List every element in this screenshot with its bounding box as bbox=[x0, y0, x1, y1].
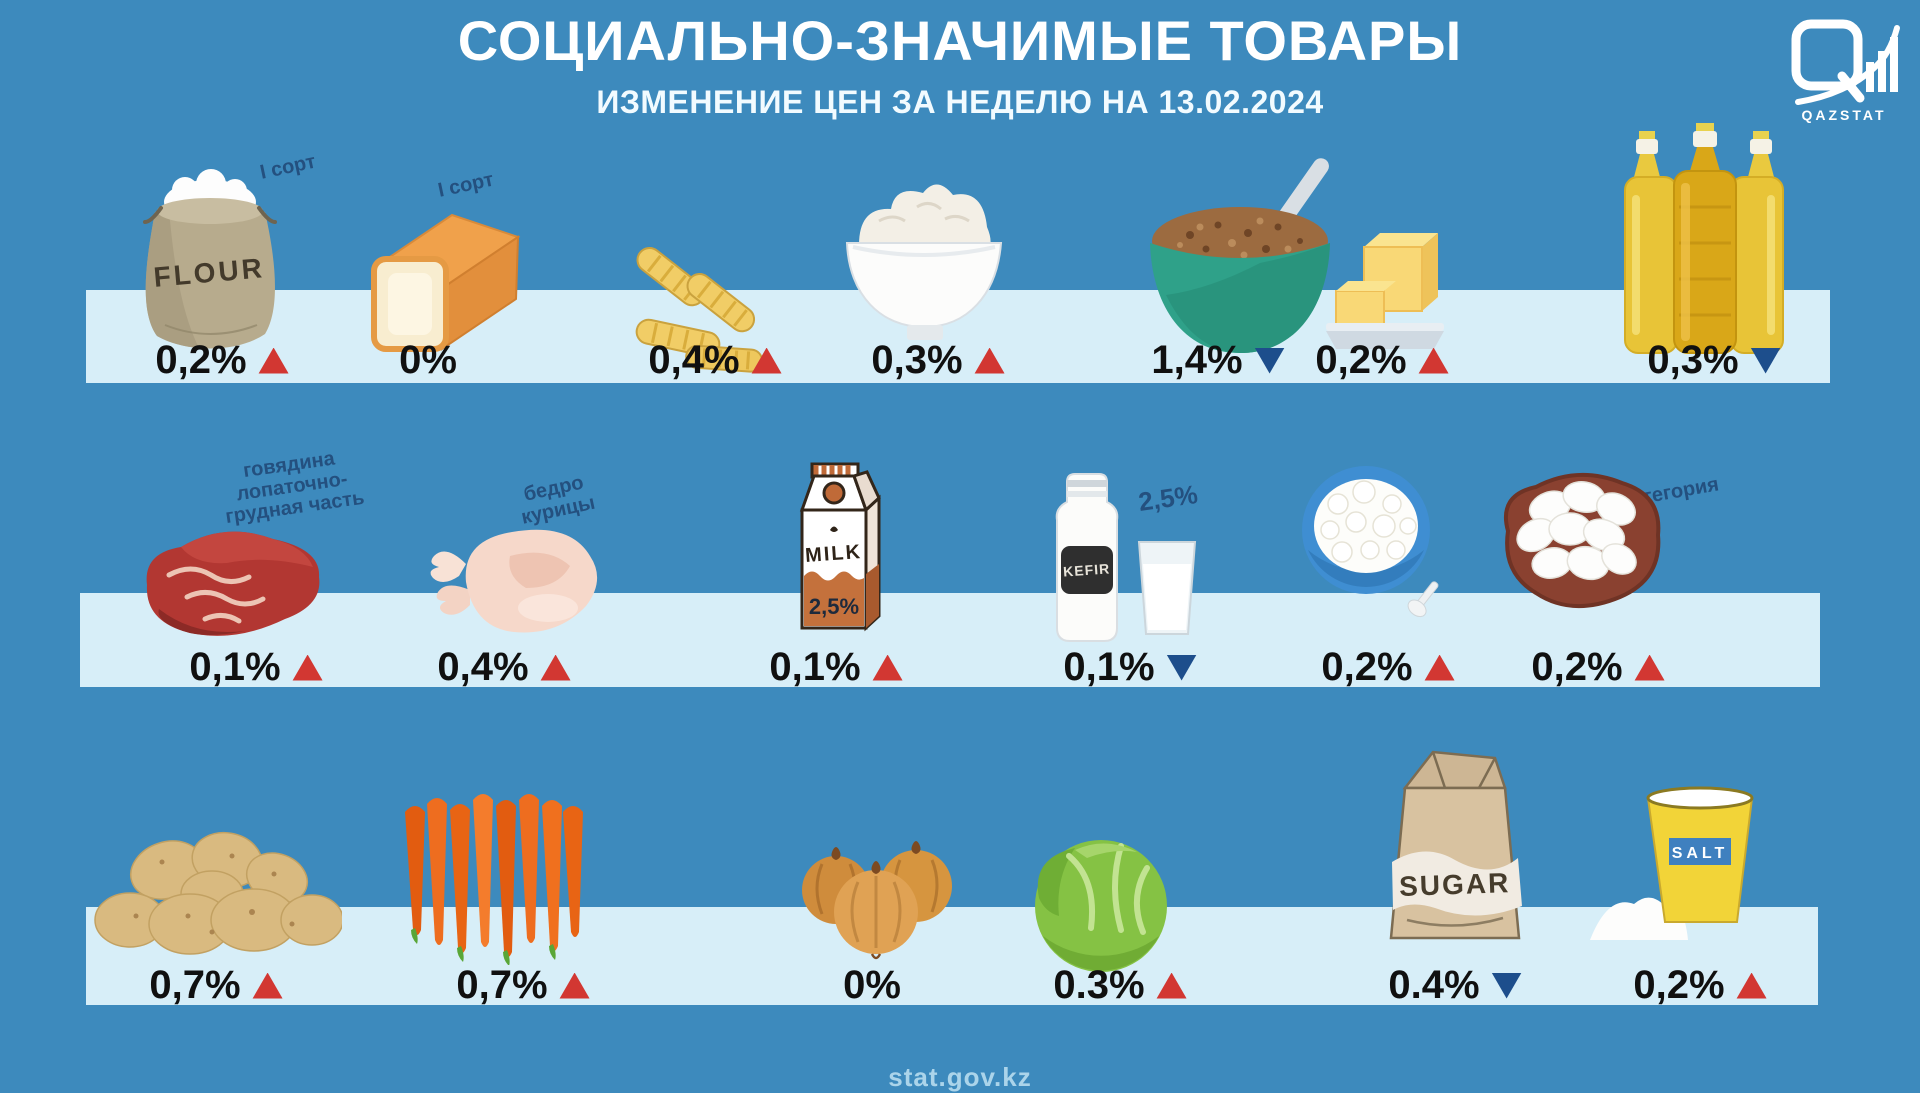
value-pasta: 0,4% bbox=[648, 338, 740, 382]
value-potatoes: 0,7% bbox=[149, 963, 241, 1007]
arrow-beef bbox=[292, 654, 323, 681]
value-milk: 0,1% bbox=[769, 645, 861, 689]
arrow-butter bbox=[1418, 347, 1449, 374]
price-change-cottage-cheese: 0,2% bbox=[1321, 645, 1455, 690]
arrow-salt bbox=[1736, 972, 1767, 999]
arrow-chicken bbox=[540, 654, 571, 681]
value-cabbage: 0.3% bbox=[1053, 963, 1145, 1007]
cottage-cheese-icon bbox=[1302, 466, 1439, 618]
svg-text:MILK: MILK bbox=[804, 541, 862, 567]
sunflower-oil-icon bbox=[1624, 123, 1784, 354]
qazstat-logo: QAZSTAT bbox=[1791, 19, 1900, 123]
butter-icon bbox=[1326, 233, 1444, 349]
value-eggs: 0,2% bbox=[1531, 645, 1623, 689]
price-change-bread: 0% bbox=[399, 338, 457, 383]
svg-text:2,5%: 2,5% bbox=[809, 594, 859, 619]
svg-text:SUGAR: SUGAR bbox=[1399, 867, 1511, 902]
shelf-row-3 bbox=[86, 907, 1818, 1005]
value-rice: 0,3% bbox=[871, 338, 963, 382]
page-title: СОЦИАЛЬНО-ЗНАЧИМЫЕ ТОВАРЫ bbox=[457, 9, 1463, 72]
value-carrots: 0,7% bbox=[456, 963, 548, 1007]
pasta-icon bbox=[635, 246, 764, 373]
price-change-eggs: 0,2% bbox=[1531, 645, 1665, 690]
potatoes-icon bbox=[94, 831, 342, 955]
arrow-cabbage bbox=[1156, 972, 1187, 999]
arrow-pasta bbox=[751, 347, 782, 374]
value-onions: 0% bbox=[843, 963, 901, 1007]
arrow-sugar bbox=[1491, 972, 1522, 999]
arrow-eggs bbox=[1634, 654, 1665, 681]
value-beef: 0,1% bbox=[189, 645, 281, 689]
arrow-cottage-cheese bbox=[1424, 654, 1455, 681]
arrow-kefir bbox=[1166, 654, 1197, 681]
price-change-oil: 0,3% bbox=[1647, 338, 1781, 383]
arrow-flour bbox=[258, 347, 289, 374]
footer-link[interactable]: stat.gov.kz bbox=[888, 1062, 1032, 1092]
price-change-butter: 0,2% bbox=[1315, 338, 1449, 383]
value-sugar: 0.4% bbox=[1388, 963, 1480, 1007]
buckwheat-bowl-icon bbox=[1150, 158, 1330, 353]
kefir-bottle-icon: KEFIR bbox=[1055, 473, 1197, 642]
beef-icon bbox=[146, 531, 320, 636]
value-salt: 0,2% bbox=[1633, 963, 1725, 1007]
logo-text: QAZSTAT bbox=[1801, 107, 1886, 123]
logo-swoosh bbox=[1795, 25, 1900, 105]
page-subtitle: ИЗМЕНЕНИЕ ЦЕН ЗА НЕДЕЛЮ НА 13.02.2024 bbox=[596, 84, 1324, 120]
chicken-icon bbox=[430, 529, 598, 633]
bread-loaf-icon bbox=[371, 213, 521, 352]
arrow-potatoes bbox=[252, 972, 283, 999]
price-change-carrots: 0,7% bbox=[456, 963, 590, 1008]
price-change-buckwheat: 1,4% bbox=[1151, 338, 1285, 383]
cabbage-icon bbox=[1035, 840, 1167, 972]
value-kefir: 0,1% bbox=[1063, 645, 1155, 689]
rice-bowl-icon bbox=[845, 184, 1003, 340]
arrow-oil bbox=[1750, 347, 1781, 374]
flour-sack-icon: FLOUR bbox=[143, 169, 277, 349]
value-oil: 0,3% bbox=[1647, 338, 1739, 382]
value-buckwheat: 1,4% bbox=[1151, 338, 1243, 382]
arrow-buckwheat bbox=[1254, 347, 1285, 374]
price-change-chicken: 0,4% bbox=[437, 645, 571, 690]
price-change-salt: 0,2% bbox=[1633, 963, 1767, 1008]
arrow-rice bbox=[974, 347, 1005, 374]
price-change-flour: 0,2% bbox=[155, 338, 289, 383]
sugar-bag-icon: SUGAR bbox=[1389, 750, 1522, 940]
svg-text:KEFIR: KEFIR bbox=[1063, 560, 1111, 579]
price-change-beef: 0,1% bbox=[189, 645, 323, 690]
price-change-potatoes: 0,7% bbox=[149, 963, 283, 1008]
price-change-sugar: 0.4% bbox=[1388, 963, 1522, 1008]
value-bread: 0% bbox=[399, 338, 457, 382]
arrow-milk bbox=[872, 654, 903, 681]
price-change-kefir: 0,1% bbox=[1063, 645, 1197, 690]
price-change-cabbage: 0.3% bbox=[1053, 963, 1187, 1008]
price-change-onions: 0% bbox=[843, 963, 901, 1008]
value-butter: 0,2% bbox=[1315, 338, 1407, 382]
eggs-icon bbox=[1503, 473, 1661, 608]
value-flour: 0,2% bbox=[155, 338, 247, 382]
price-change-milk: 0,1% bbox=[769, 645, 903, 690]
onions-icon bbox=[802, 841, 952, 960]
arrow-carrots bbox=[559, 972, 590, 999]
value-chicken: 0,4% bbox=[437, 645, 529, 689]
value-cottage-cheese: 0,2% bbox=[1321, 645, 1413, 689]
svg-text:SALT: SALT bbox=[1672, 845, 1729, 862]
carrots-icon bbox=[405, 794, 583, 965]
milk-carton-icon: MILK 2,5% bbox=[799, 462, 881, 632]
price-change-rice: 0,3% bbox=[871, 338, 1005, 383]
price-change-pasta: 0,4% bbox=[648, 338, 782, 383]
salt-tub-icon: SALT bbox=[1590, 786, 1754, 940]
shelf-row-2 bbox=[80, 593, 1820, 687]
